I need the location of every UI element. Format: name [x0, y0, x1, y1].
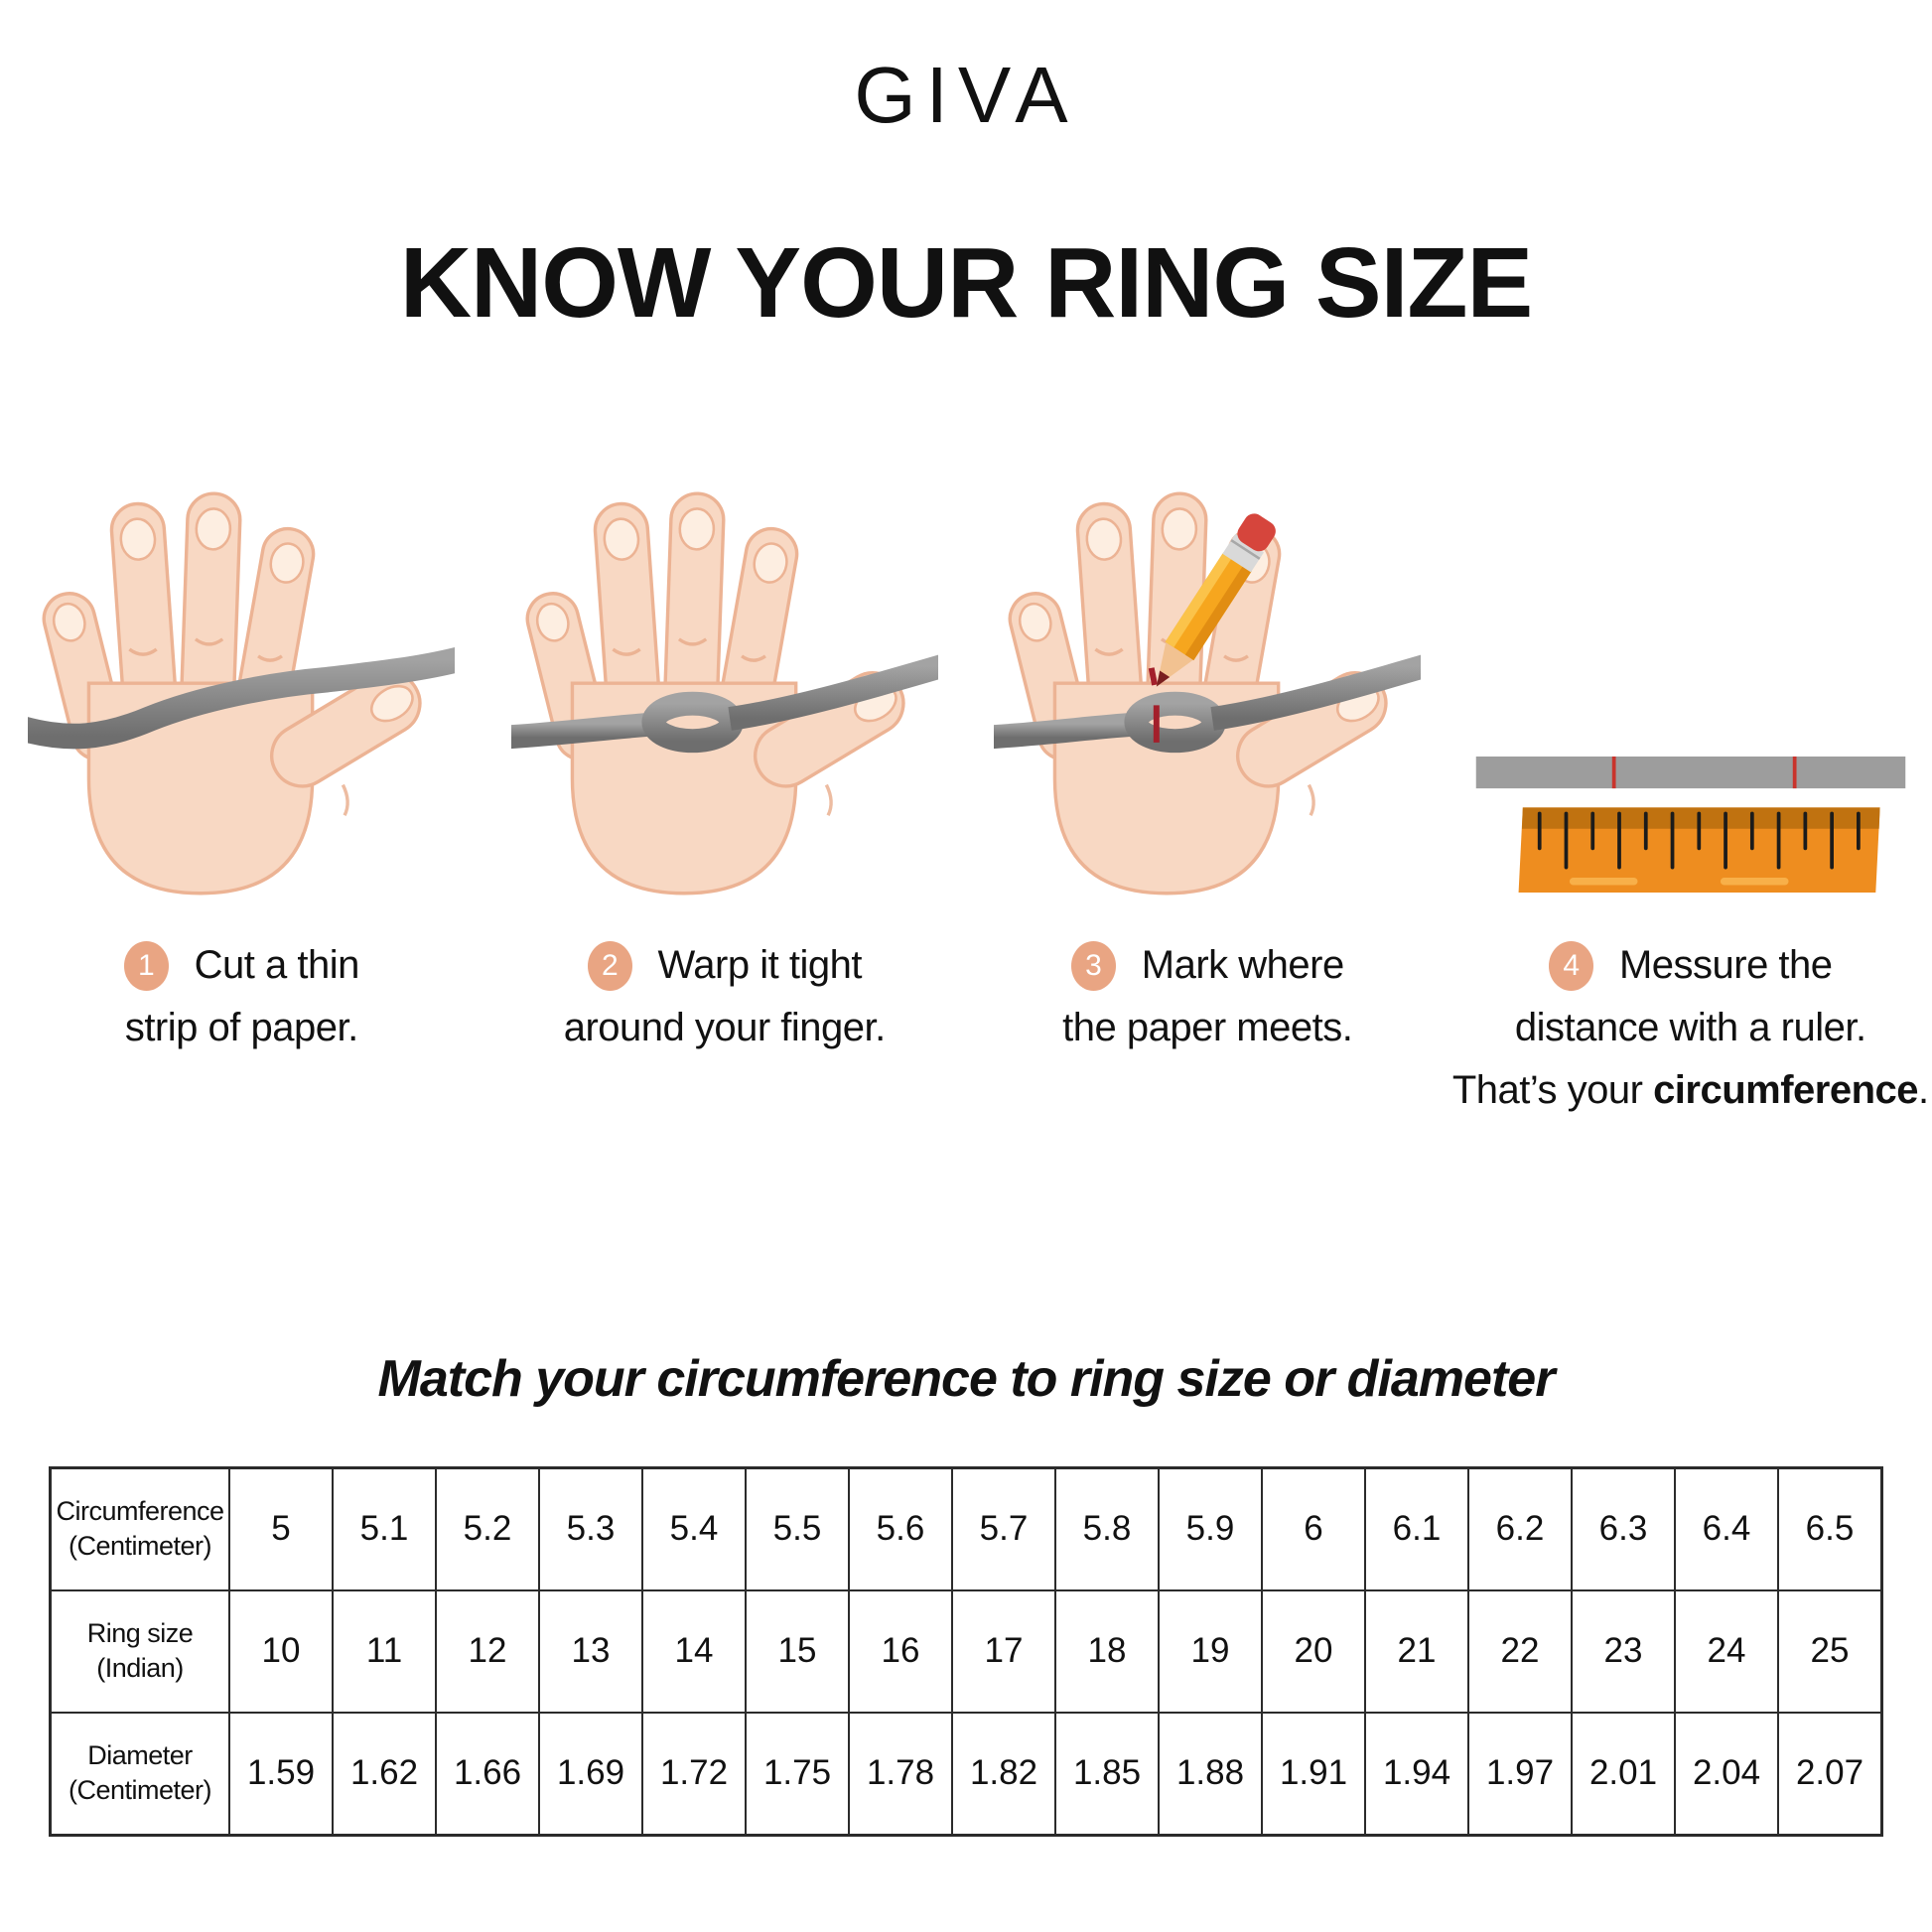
ruler-icon — [1518, 807, 1880, 894]
table-cell: 1.69 — [538, 1711, 643, 1837]
table-cell: 24 — [1674, 1588, 1779, 1714]
row-header: Ring size (Indian) — [49, 1588, 230, 1714]
table-cell: 5.1 — [332, 1466, 437, 1591]
table-cell: 5.2 — [435, 1466, 540, 1591]
row-header: Circumference (Centimeter) — [49, 1466, 230, 1591]
table-cell: 14 — [641, 1588, 747, 1714]
table-cell: 5.8 — [1054, 1466, 1160, 1591]
table-cell: 5.7 — [951, 1466, 1056, 1591]
ruler-illustration — [1475, 756, 1906, 894]
paper-strip-icon — [28, 646, 456, 750]
step-1-line2: strip of paper. — [124, 1006, 358, 1050]
step-3-line1: Mark where — [1141, 943, 1344, 987]
table-cell: 6.3 — [1571, 1466, 1676, 1591]
step-3: 3 Mark where the paper meets. — [966, 934, 1449, 1123]
table-cell: 16 — [848, 1588, 953, 1714]
table-cell: 1.72 — [641, 1711, 747, 1837]
table-cell: 1.82 — [951, 1711, 1056, 1837]
pencil-mark — [1149, 667, 1161, 743]
circumference-emphasis: circumference — [1653, 1068, 1919, 1113]
table-cell: 20 — [1261, 1588, 1366, 1714]
table-cell: 13 — [538, 1588, 643, 1714]
table-cell: 1.94 — [1364, 1711, 1469, 1837]
paper-strip-icon — [1475, 756, 1906, 789]
hand-step3-illustration — [994, 490, 1422, 896]
table-row: Diameter (Centimeter) 1.59 1.62 1.66 1.69 1.72… — [49, 1711, 1883, 1837]
table-row: Ring size (Indian) 10 11 12 13 14 15 16 17 18 19 20 2… — [49, 1588, 1883, 1714]
table-subtitle: Match your circumference to ring size or… — [377, 1349, 1556, 1408]
table-cell: 5.3 — [538, 1466, 643, 1591]
table-cell: 6.5 — [1777, 1466, 1883, 1591]
table-cell: 1.75 — [745, 1711, 850, 1837]
step-1-badge: 1 — [123, 940, 169, 991]
step-4-line1: Messure the — [1618, 943, 1833, 987]
table-cell: 5.6 — [848, 1466, 953, 1591]
paper-strip-icon — [994, 654, 1422, 754]
step4-figure — [1449, 742, 1932, 910]
table-cell: 5.4 — [641, 1466, 747, 1591]
instruction-steps: 1 Cut a thin strip of paper. 2 Warp it t… — [0, 934, 1932, 1123]
table-cell: 1.91 — [1261, 1711, 1366, 1837]
step-2-line2: around your finger. — [563, 1006, 887, 1050]
table-cell: 1.78 — [848, 1711, 953, 1837]
table-cell: 2.07 — [1777, 1711, 1883, 1837]
step-2-badge: 2 — [587, 940, 632, 991]
table-cell: 1.85 — [1054, 1711, 1160, 1837]
step-4: 4 Messure the distance with a ruler. Tha… — [1449, 934, 1932, 1123]
instruction-illustrations — [0, 432, 1932, 910]
step-3-badge: 3 — [1070, 940, 1116, 991]
table-cell: 1.62 — [332, 1711, 437, 1837]
table-cell: 1.59 — [228, 1711, 334, 1837]
table-cell: 11 — [332, 1588, 437, 1714]
step1-figure — [0, 470, 483, 910]
table-cell: 6 — [1261, 1466, 1366, 1591]
table-row: Circumference (Centimeter) 5 5.1 5.2 5.3 5.4 5.… — [49, 1466, 1883, 1591]
table-cell: 17 — [951, 1588, 1056, 1714]
table-cell: 5.5 — [745, 1466, 850, 1591]
table-cell: 12 — [435, 1588, 540, 1714]
paper-strip-icon — [510, 654, 938, 754]
step-3-line2: the paper meets. — [1062, 1006, 1353, 1050]
page-title: KNOW YOUR RING SIZE — [399, 227, 1533, 339]
pencil-icon — [1157, 513, 1277, 687]
table-cell: 5.9 — [1158, 1466, 1263, 1591]
step-4-badge: 4 — [1548, 940, 1593, 991]
table-cell: 22 — [1467, 1588, 1573, 1714]
ring-size-table: Circumference (Centimeter) 5 5.1 5.2 5.3 5.4 5.… — [49, 1465, 1883, 1837]
step3-figure — [966, 470, 1449, 910]
brand-logo: GIVA — [854, 51, 1078, 139]
table-cell: 1.97 — [1467, 1711, 1573, 1837]
table-cell: 1.88 — [1158, 1711, 1263, 1837]
table-cell: 5 — [228, 1466, 334, 1591]
table-cell: 19 — [1158, 1588, 1263, 1714]
table-cell: 1.66 — [435, 1711, 540, 1837]
step-4-line2: distance with a ruler. — [1514, 1006, 1866, 1050]
table-cell: 23 — [1571, 1588, 1676, 1714]
table-cell: 6.4 — [1674, 1466, 1779, 1591]
table-cell: 15 — [745, 1588, 850, 1714]
table-cell: 6.2 — [1467, 1466, 1573, 1591]
step-2-line1: Warp it tight — [657, 943, 863, 987]
table-cell: 21 — [1364, 1588, 1469, 1714]
step-4-line3: That’s your circumference. — [1451, 1068, 1929, 1113]
step2-figure — [483, 470, 967, 910]
step-1: 1 Cut a thin strip of paper. — [0, 934, 483, 1123]
step-1-line1: Cut a thin — [194, 943, 360, 987]
table-cell: 25 — [1777, 1588, 1883, 1714]
table-cell: 2.04 — [1674, 1711, 1779, 1837]
table-cell: 10 — [228, 1588, 334, 1714]
table-cell: 18 — [1054, 1588, 1160, 1714]
step-2: 2 Warp it tight around your finger. — [483, 934, 967, 1123]
table-cell: 2.01 — [1571, 1711, 1676, 1837]
table-cell: 6.1 — [1364, 1466, 1469, 1591]
hand-step2-illustration — [510, 490, 938, 896]
hand-step1-illustration — [28, 490, 456, 896]
row-header: Diameter (Centimeter) — [49, 1711, 230, 1837]
